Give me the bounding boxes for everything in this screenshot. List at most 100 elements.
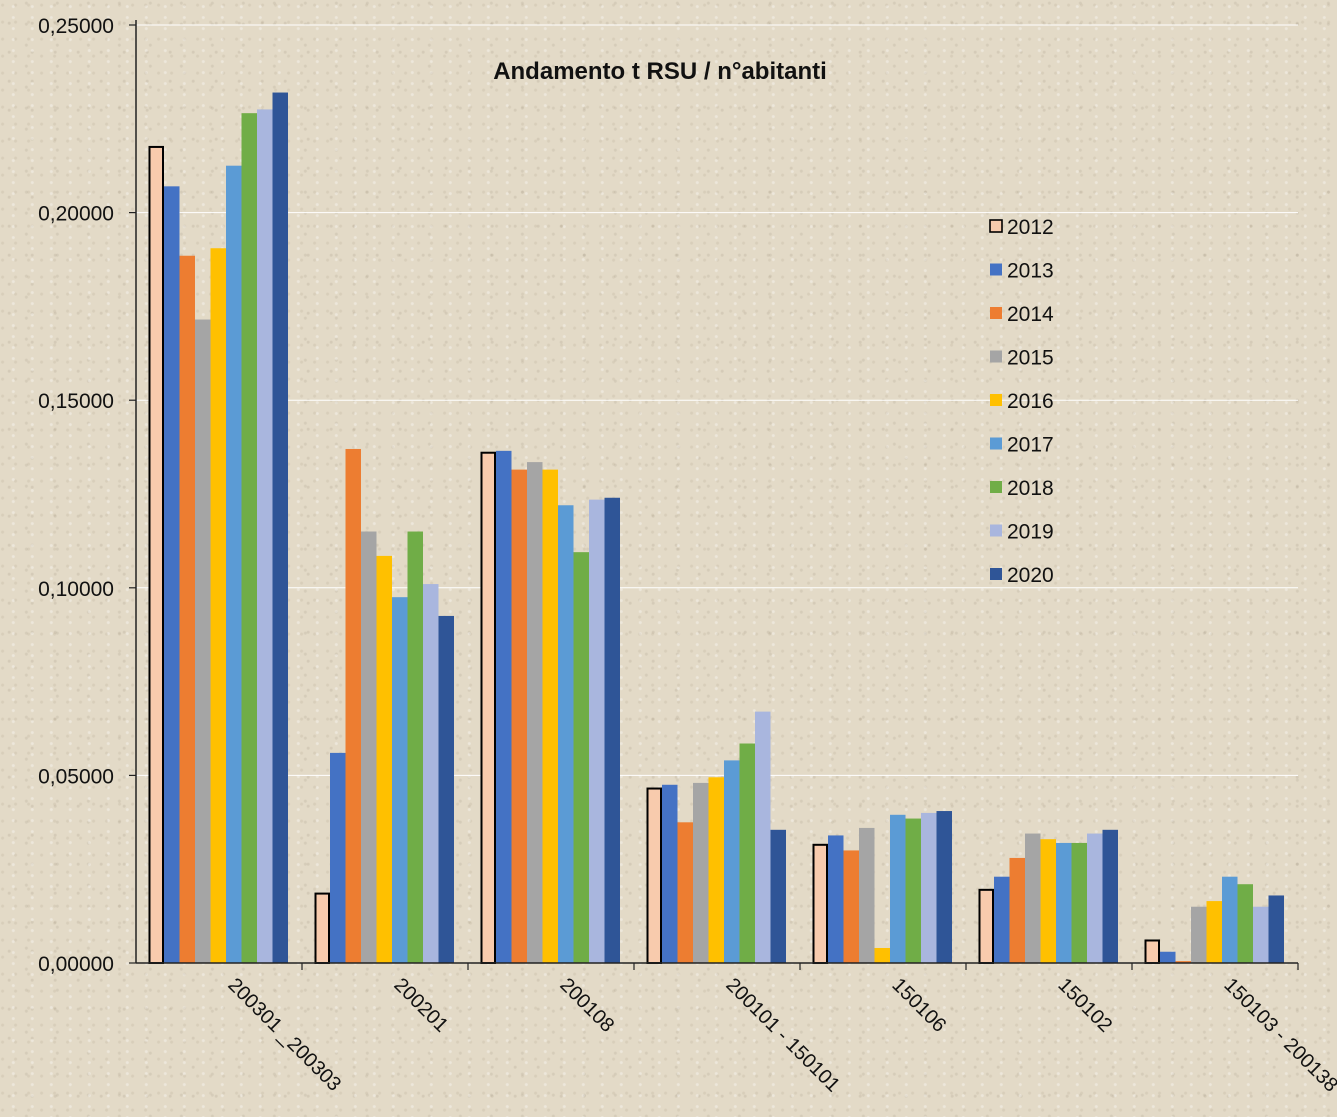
bar-2020	[936, 811, 952, 963]
bar-2013	[496, 450, 512, 963]
legend: 2012 2013 2014 2015 2016 2017 2018 2019 2020	[989, 216, 1054, 587]
legend-label-2014: 2014	[1007, 303, 1054, 326]
legend-label-2020: 2020	[1007, 564, 1054, 587]
bar-2019	[1253, 906, 1269, 963]
bar-2019	[589, 499, 605, 963]
y-tick-label: 0,05000	[38, 765, 114, 788]
bar-2016	[1040, 839, 1056, 963]
bar-2020	[438, 615, 454, 963]
bar-2014	[677, 822, 693, 963]
bar-2014	[179, 255, 195, 964]
bar-2017	[1222, 876, 1238, 963]
legend-swatch-2017	[990, 437, 1002, 450]
x-tick-label: 150106	[887, 974, 950, 1037]
bar-2014	[1175, 961, 1191, 963]
legend-swatch-2019	[990, 524, 1002, 537]
bar-2018	[905, 818, 921, 963]
bar-2017	[724, 760, 740, 963]
bar-2012	[812, 843, 828, 965]
x-axis-ticks: 200301 _200303 200201 200108 200101 - 15010…	[223, 974, 1337, 1097]
bar-2012	[480, 451, 496, 964]
bar-2013	[828, 835, 844, 963]
bar-2019	[1087, 833, 1103, 963]
bar-2016	[874, 947, 890, 963]
legend-swatch-2018	[990, 481, 1002, 493]
axes	[135, 20, 1299, 970]
bar-2012	[646, 787, 662, 964]
bar-2016	[542, 469, 558, 963]
legend-label-2012: 2012	[1007, 216, 1054, 239]
bar-2013	[164, 186, 180, 963]
y-tick-label: 0,00000	[38, 953, 114, 976]
y-tick-label: 0,20000	[38, 203, 114, 226]
bar-2015	[195, 319, 211, 964]
bar-2014	[511, 469, 527, 963]
y-tick-label: 0,15000	[38, 390, 114, 413]
bar-2017	[392, 597, 408, 963]
legend-swatch-2015	[990, 350, 1002, 363]
legend-swatch-2020	[990, 568, 1002, 580]
bar-2019	[423, 584, 439, 963]
x-tick-label: 200101 - 150101	[721, 974, 844, 1097]
chart-title: Andamento t RSU / n°abitanti	[493, 58, 827, 85]
bar-2019	[257, 109, 273, 964]
bar-2013	[1160, 951, 1176, 963]
x-tick-label: 200301 _200303	[223, 974, 345, 1096]
legend-label-2013: 2013	[1007, 260, 1054, 283]
y-tick-label: 0,25000	[38, 15, 114, 38]
bar-2015	[361, 531, 377, 963]
bar-2020	[272, 92, 288, 963]
bar-2012	[148, 145, 164, 964]
bar-2018	[1071, 842, 1087, 963]
bar-2013	[994, 876, 1010, 963]
bar-2018	[1237, 884, 1253, 963]
legend-label-2017: 2017	[1007, 434, 1054, 457]
bar-2015	[693, 782, 709, 963]
bar-2014	[843, 850, 859, 963]
bar-2016	[708, 777, 724, 963]
bar-2015	[1025, 833, 1041, 963]
bar-2019	[755, 711, 771, 963]
bar-2015	[859, 827, 875, 963]
bar-2015	[527, 462, 543, 963]
bar-2017	[558, 505, 574, 963]
bar-2014	[1009, 857, 1025, 963]
legend-swatch-2012	[989, 219, 1003, 233]
bar-2012	[978, 888, 994, 964]
bar-2012	[314, 892, 330, 965]
bar-2018	[739, 743, 755, 963]
y-axis-ticks: 0,00000 0,05000 0,10000 0,15000 0,20000 0,250…	[38, 15, 136, 976]
bar-2016	[210, 248, 226, 963]
legend-swatch-2013	[990, 263, 1002, 276]
legend-swatch-2014	[990, 307, 1002, 319]
legend-label-2015: 2015	[1007, 347, 1054, 370]
legend-label-2018: 2018	[1007, 477, 1054, 500]
bar-2017	[226, 165, 242, 963]
bar-2013	[662, 784, 678, 963]
bar-2012	[1144, 939, 1160, 964]
bar-2013	[330, 752, 346, 963]
y-tick-label: 0,10000	[38, 578, 114, 601]
bar-2017	[1056, 842, 1072, 963]
gridlines	[136, 24, 1298, 776]
bar-2016	[1206, 901, 1222, 963]
bar-2014	[345, 448, 361, 963]
x-tick-label: 200108	[555, 974, 618, 1037]
bar-2018	[407, 531, 423, 963]
bar-2020	[1268, 895, 1284, 963]
legend-label-2019: 2019	[1007, 521, 1054, 544]
bar-2016	[376, 555, 392, 963]
bar-2020	[1102, 829, 1118, 963]
bar-2019	[921, 812, 937, 963]
legend-label-2016: 2016	[1007, 390, 1054, 413]
legend-swatch-2016	[990, 394, 1002, 406]
bar-2017	[890, 814, 906, 963]
bar-2015	[1191, 906, 1207, 963]
x-tick-label: 150102	[1053, 974, 1116, 1037]
x-tick-label: 150103 - 200138	[1219, 974, 1337, 1097]
bars	[148, 92, 1284, 965]
bar-2020	[770, 829, 786, 963]
x-tick-label: 200201	[389, 974, 452, 1037]
